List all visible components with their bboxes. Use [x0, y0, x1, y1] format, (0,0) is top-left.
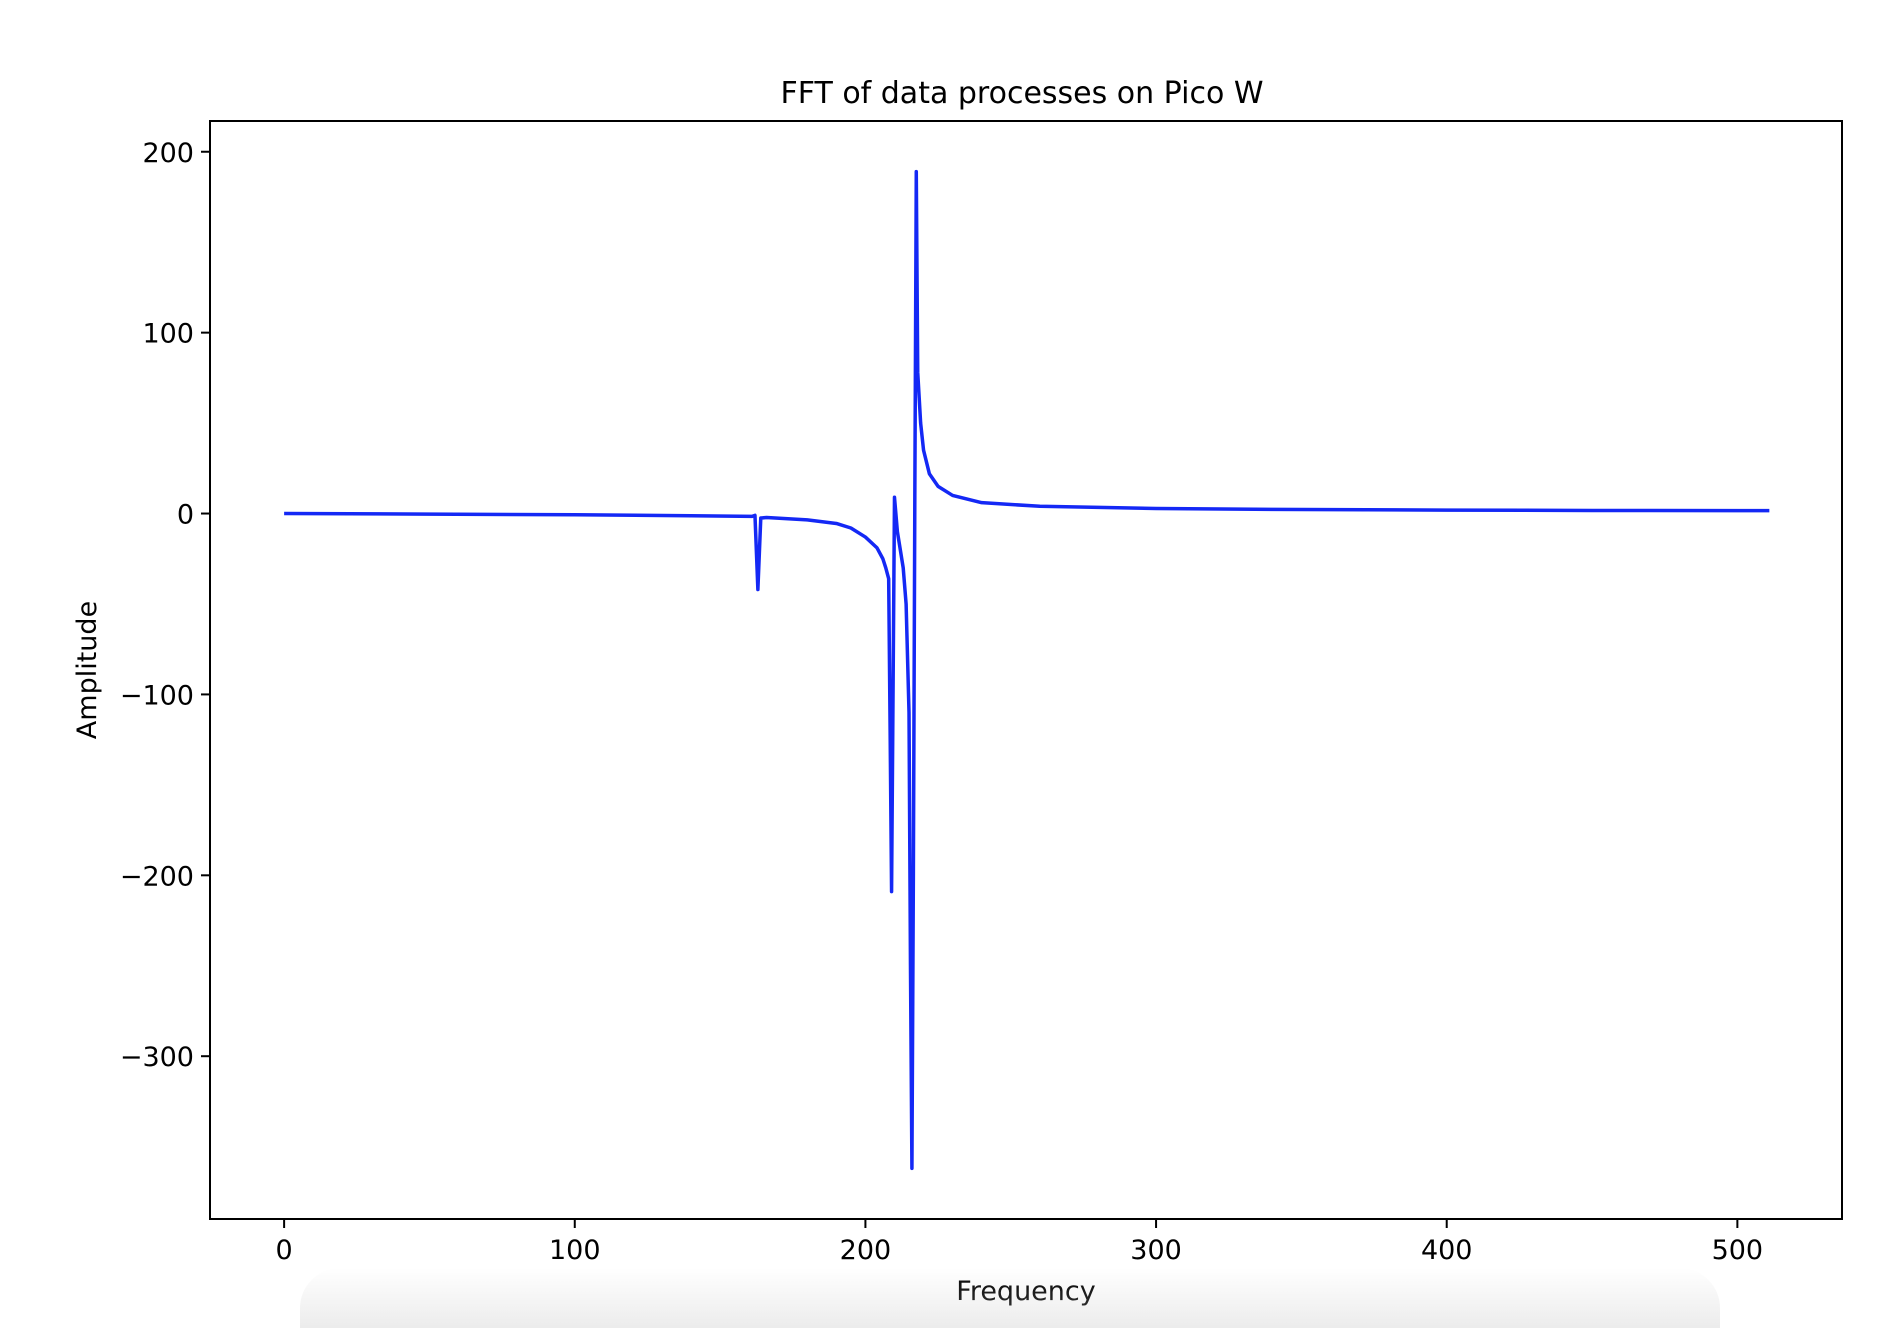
x-axis-ticks: 0 100 200 300 400 500	[276, 1219, 1764, 1266]
x-tick-label: 100	[549, 1235, 601, 1266]
x-axis-label: Frequency	[956, 1276, 1096, 1307]
x-tick-label: 500	[1712, 1235, 1764, 1266]
y-tick-label: 100	[142, 319, 194, 350]
plot-frame	[209, 120, 1843, 1220]
chart-title: FFT of data processes on Pico W	[780, 76, 1263, 111]
plot-area	[209, 120, 1843, 1220]
x-tick-label: 0	[276, 1235, 293, 1266]
y-tick-label: −300	[120, 1042, 194, 1073]
x-tick-label: 200	[840, 1235, 892, 1266]
y-axis-label: Amplitude	[72, 601, 103, 739]
fft-series-line	[284, 169, 1770, 1171]
y-tick-label: 200	[142, 138, 194, 169]
series-layer	[284, 169, 1770, 1171]
x-tick-label: 300	[1130, 1235, 1182, 1266]
y-tick-label: 0	[177, 500, 194, 531]
y-tick-label: −200	[120, 861, 194, 892]
x-tick-label: 400	[1421, 1235, 1473, 1266]
y-axis-ticks: 200 100 0 −100 −200 −300	[120, 138, 210, 1073]
y-tick-label: −100	[120, 680, 194, 711]
